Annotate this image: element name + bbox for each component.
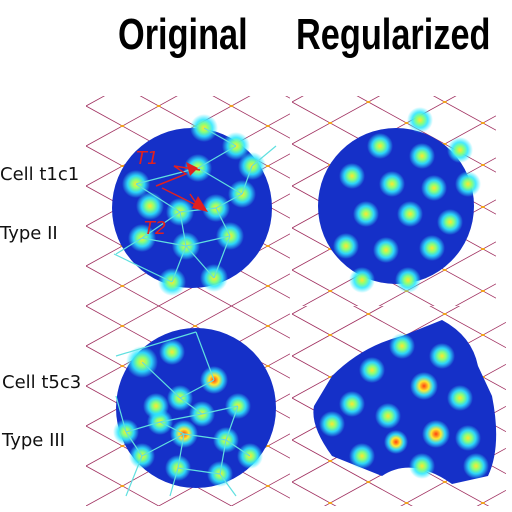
panel-original-t5c3 (86, 306, 290, 506)
row2-type-label: Type III (2, 430, 65, 451)
observed-lattice (115, 331, 251, 497)
row1-cell-label: Cell t1c1 (0, 164, 80, 185)
row2-cell-label: Cell t5c3 (2, 372, 82, 393)
panel-regularized-t5c3 (292, 306, 506, 506)
observed-lattice (113, 127, 277, 283)
header-regularized: Regularized (296, 10, 491, 59)
panel-original-t1c1: T1 T2 (86, 96, 290, 306)
t2-label: T2 (144, 218, 166, 239)
row1-type-label: Type II (0, 223, 58, 244)
t1-label: T1 (136, 148, 158, 169)
firing-fields (333, 107, 481, 293)
t1-t2-arrows (155, 162, 208, 212)
firing-fields (319, 333, 489, 479)
panel-regularized-t1c1 (292, 96, 496, 306)
header-original: Original (118, 10, 248, 59)
